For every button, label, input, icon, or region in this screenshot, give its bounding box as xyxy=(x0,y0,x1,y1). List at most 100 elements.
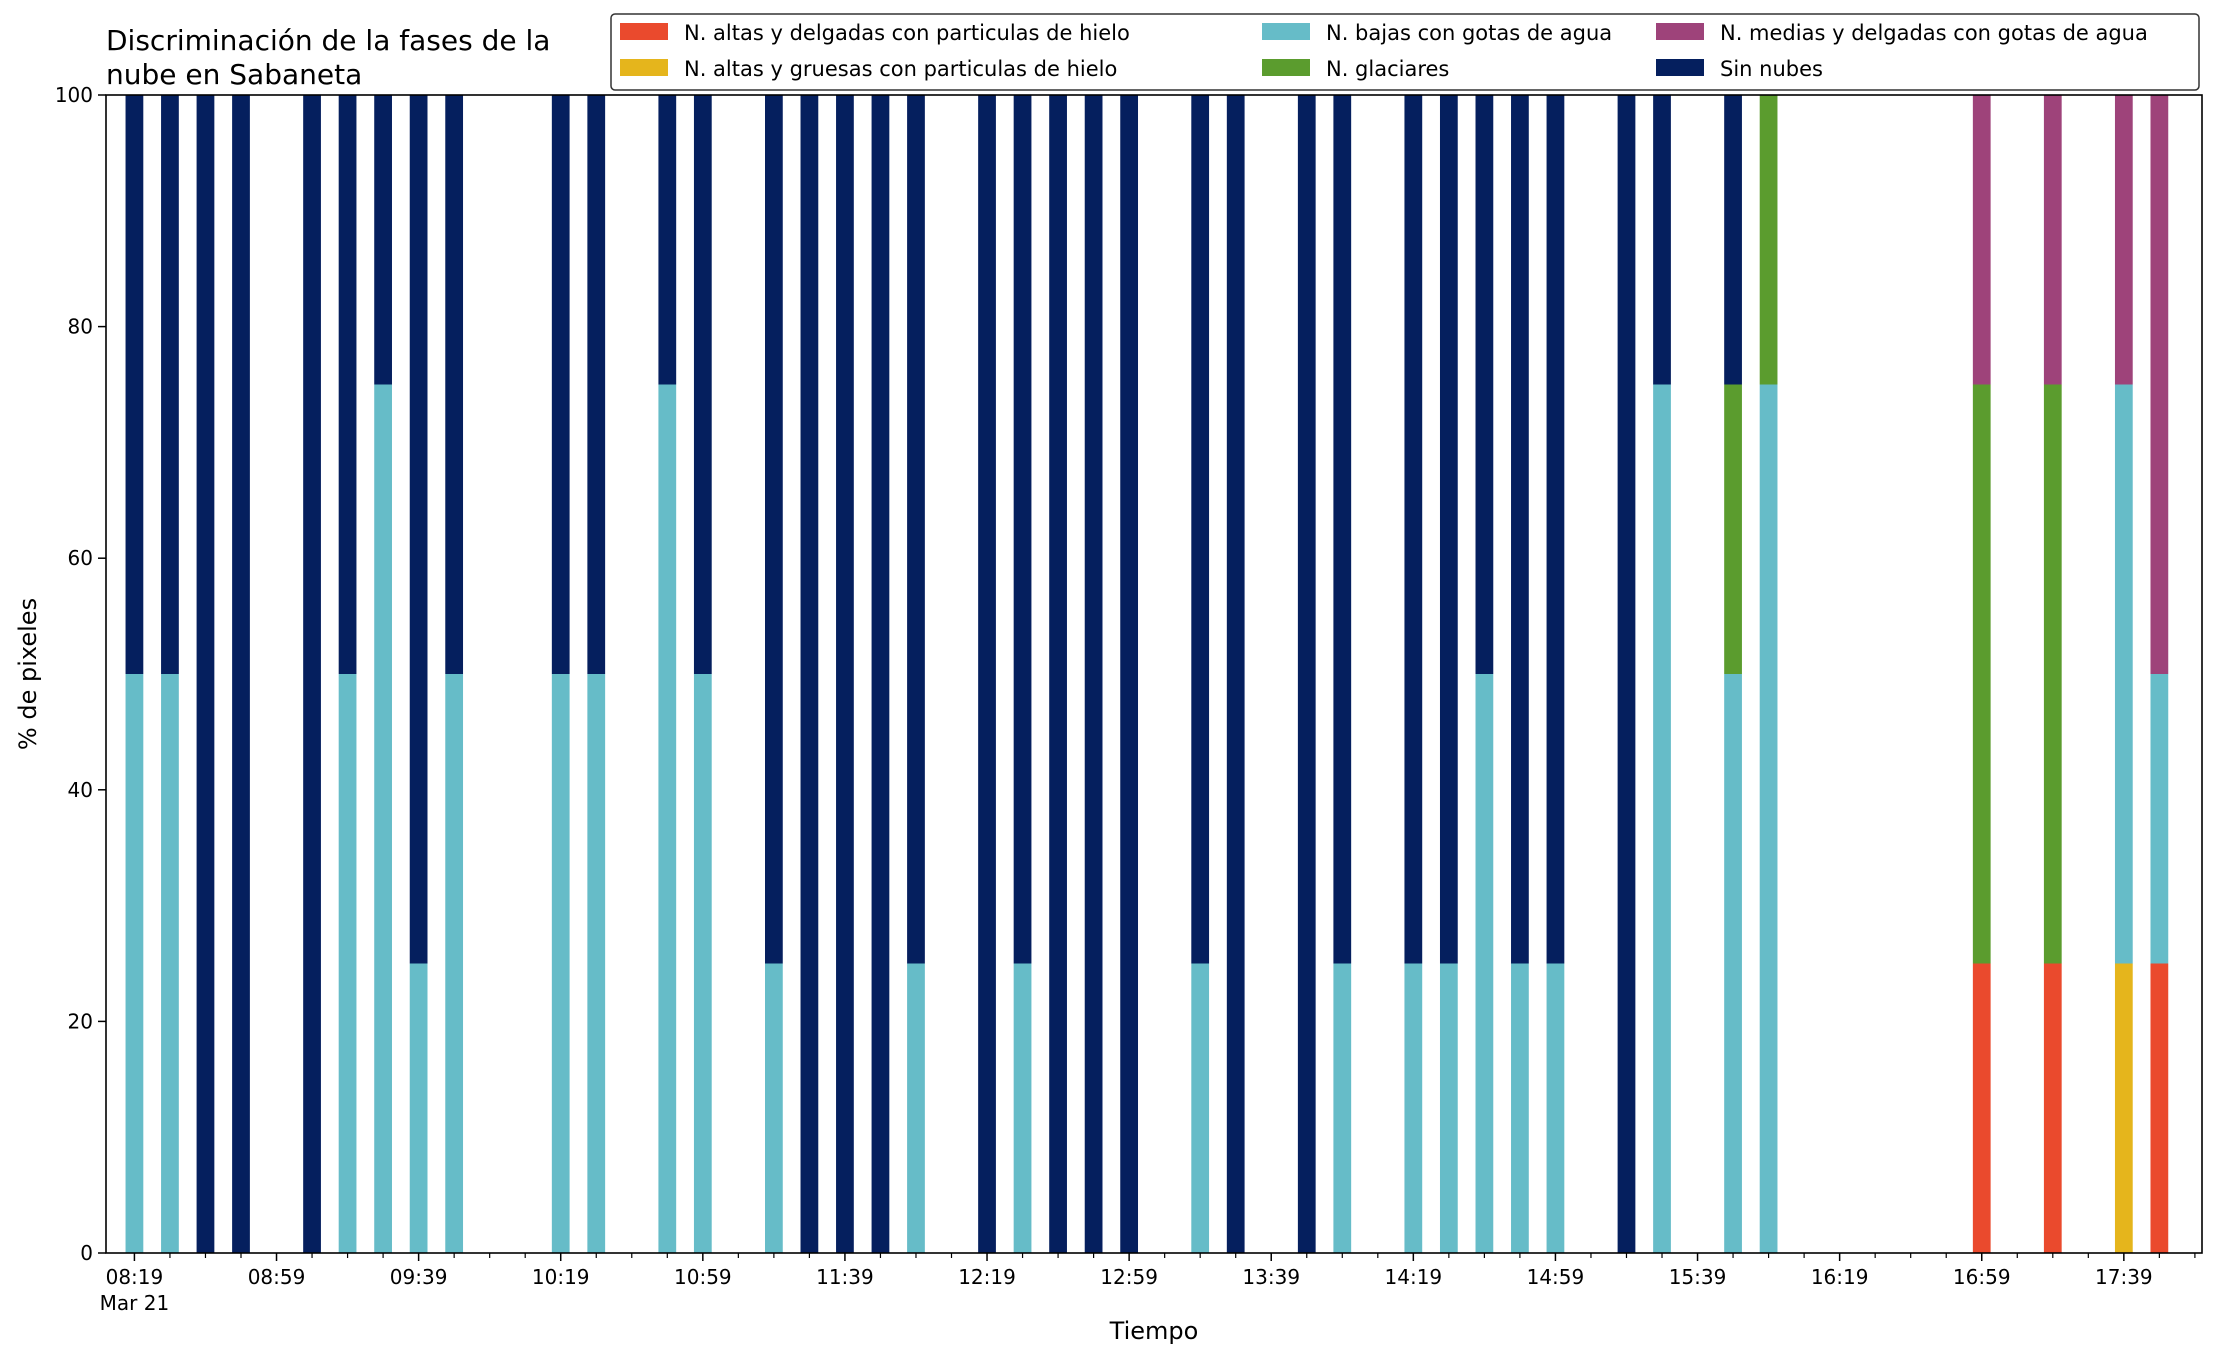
bar-segment-bajas_agua-1 xyxy=(161,674,179,1253)
bar-segment-altas_delgadas-39 xyxy=(2150,963,2169,1253)
x-axis-label: Tiempo xyxy=(1109,1317,1199,1345)
bar-segment-glaciares-35 xyxy=(1759,95,1778,385)
bar-segment-sin_nubes-12 xyxy=(693,95,712,674)
legend: N. altas y delgadas con particulas de hi… xyxy=(610,13,2200,91)
bar-segment-bajas_agua-8 xyxy=(445,674,464,1253)
chart-title: Discriminación de la fases de la nube en… xyxy=(106,24,550,91)
bar-segment-sin_nubes-24 xyxy=(1226,95,1245,1253)
bar-segment-sin_nubes-22 xyxy=(1120,95,1139,1253)
bar-segment-sin_nubes-34 xyxy=(1724,95,1742,385)
bar-segment-sin_nubes-9 xyxy=(551,95,570,674)
legend-label-sin_nubes: Sin nubes xyxy=(1720,57,1823,81)
bar-segment-bajas_agua-23 xyxy=(1191,963,1210,1253)
x-tick-label-12: 16:19 xyxy=(1811,1265,1869,1289)
bar-segment-sin_nubes-26 xyxy=(1333,95,1352,964)
x-tick-label-6: 12:19 xyxy=(958,1265,1016,1289)
bar-segment-altas_delgadas-37 xyxy=(2043,963,2062,1253)
y-tick-label-1: 20 xyxy=(68,1009,93,1033)
x-tick-label-2: 09:39 xyxy=(390,1265,448,1289)
y-axis-label: % de pixeles xyxy=(14,598,42,750)
bar-segment-medias_agua-37 xyxy=(2043,95,2062,385)
y-tick-label-5: 100 xyxy=(55,83,93,107)
bar-segment-bajas_agua-12 xyxy=(693,674,712,1253)
bar-segment-sin_nubes-17 xyxy=(907,95,925,964)
bar-segment-bajas_agua-5 xyxy=(338,674,357,1253)
chart-title-line-2: nube en Sabaneta xyxy=(106,58,362,91)
bar-segment-bajas_agua-27 xyxy=(1404,963,1423,1253)
bar-segment-sin_nubes-6 xyxy=(374,95,392,385)
bar-segment-glaciares-37 xyxy=(2043,384,2062,964)
bar-segment-sin_nubes-32 xyxy=(1617,95,1636,1253)
y-tick-label-4: 80 xyxy=(68,315,93,339)
bar-segment-sin_nubes-13 xyxy=(765,95,783,964)
bar-segment-sin_nubes-5 xyxy=(338,95,357,674)
bar-segment-sin_nubes-10 xyxy=(587,95,606,674)
bar-segment-bajas_agua-26 xyxy=(1333,963,1352,1253)
bars-layer xyxy=(125,95,2169,1253)
y-axis: 0 20 40 60 80 100 xyxy=(55,83,106,1265)
legend-swatch-medias_agua xyxy=(1656,23,1704,40)
bar-segment-sin_nubes-23 xyxy=(1191,95,1210,964)
x-tick-label-4: 10:59 xyxy=(674,1265,732,1289)
y-tick-label-2: 40 xyxy=(68,778,93,802)
bar-segment-bajas_agua-33 xyxy=(1653,384,1671,1253)
bar-segment-sin_nubes-3 xyxy=(232,95,250,1253)
bar-segment-sin_nubes-31 xyxy=(1546,95,1565,964)
x-tick-label-10: 14:59 xyxy=(1527,1265,1585,1289)
bar-segment-bajas_agua-30 xyxy=(1511,963,1529,1253)
bar-segment-sin_nubes-8 xyxy=(445,95,464,674)
bar-segment-altas_gruesas-38 xyxy=(2114,963,2133,1253)
x-date-label: Mar 21 xyxy=(100,1291,170,1315)
x-axis: 08:19 08:59 09:39 10:19 10:59 11:39 12:19 12:59… xyxy=(100,1253,2196,1315)
bar-segment-sin_nubes-14 xyxy=(800,95,819,1253)
bar-segment-sin_nubes-2 xyxy=(196,95,215,1253)
bar-segment-bajas_agua-10 xyxy=(587,674,606,1253)
bar-segment-sin_nubes-15 xyxy=(836,95,854,1253)
x-tick-label-11: 15:39 xyxy=(1669,1265,1727,1289)
bar-segment-bajas_agua-39 xyxy=(2150,674,2169,964)
bar-segment-sin_nubes-21 xyxy=(1084,95,1103,1253)
legend-label-altas_gruesas: N. altas y gruesas con particulas de hie… xyxy=(684,57,1117,81)
bar-segment-glaciares-36 xyxy=(1972,384,1991,964)
legend-label-bajas_agua: N. bajas con gotas de agua xyxy=(1326,21,1612,45)
bar-segment-bajas_agua-31 xyxy=(1546,963,1565,1253)
bar-segment-sin_nubes-0 xyxy=(125,95,144,674)
x-tick-label-9: 14:19 xyxy=(1385,1265,1443,1289)
legend-label-glaciares: N. glaciares xyxy=(1326,57,1449,81)
x-tick-label-1: 08:59 xyxy=(248,1265,306,1289)
bar-segment-bajas_agua-11 xyxy=(658,384,677,1253)
x-tick-label-14: 17:39 xyxy=(2095,1265,2153,1289)
bar-segment-bajas_agua-9 xyxy=(551,674,570,1253)
y-tick-label-3: 60 xyxy=(68,546,93,570)
bar-segment-sin_nubes-19 xyxy=(1013,95,1032,964)
chart-title-line-1: Discriminación de la fases de la xyxy=(106,24,550,57)
y-tick-label-0: 0 xyxy=(80,1241,93,1265)
bar-segment-sin_nubes-28 xyxy=(1439,95,1458,964)
legend-swatch-sin_nubes xyxy=(1656,59,1704,76)
bar-segment-bajas_agua-13 xyxy=(765,963,783,1253)
bar-segment-medias_agua-38 xyxy=(2114,95,2133,385)
bar-segment-sin_nubes-25 xyxy=(1297,95,1316,1253)
legend-label-altas_delgadas: N. altas y delgadas con particulas de hi… xyxy=(684,21,1130,45)
legend-frame xyxy=(610,13,2200,91)
x-tick-label-13: 16:59 xyxy=(1953,1265,2011,1289)
bar-segment-bajas_agua-29 xyxy=(1475,674,1494,1253)
bar-segment-sin_nubes-16 xyxy=(871,95,890,1253)
plot-frame xyxy=(105,94,2203,1254)
bar-segment-sin_nubes-11 xyxy=(658,95,677,385)
bar-segment-bajas_agua-7 xyxy=(409,963,428,1253)
x-tick-label-5: 11:39 xyxy=(816,1265,874,1289)
x-tick-label-7: 12:59 xyxy=(1100,1265,1158,1289)
bar-segment-bajas_agua-6 xyxy=(374,384,392,1253)
bar-segment-bajas_agua-17 xyxy=(907,963,925,1253)
bar-segment-sin_nubes-27 xyxy=(1404,95,1423,964)
bar-segment-sin_nubes-18 xyxy=(978,95,996,1253)
bar-segment-altas_delgadas-36 xyxy=(1972,963,1991,1253)
bar-segment-sin_nubes-7 xyxy=(409,95,428,964)
bar-segment-sin_nubes-33 xyxy=(1653,95,1671,385)
x-tick-label-0: 08:19 xyxy=(106,1265,164,1289)
bar-segment-sin_nubes-4 xyxy=(303,95,321,1253)
bar-segment-bajas_agua-19 xyxy=(1013,963,1032,1253)
